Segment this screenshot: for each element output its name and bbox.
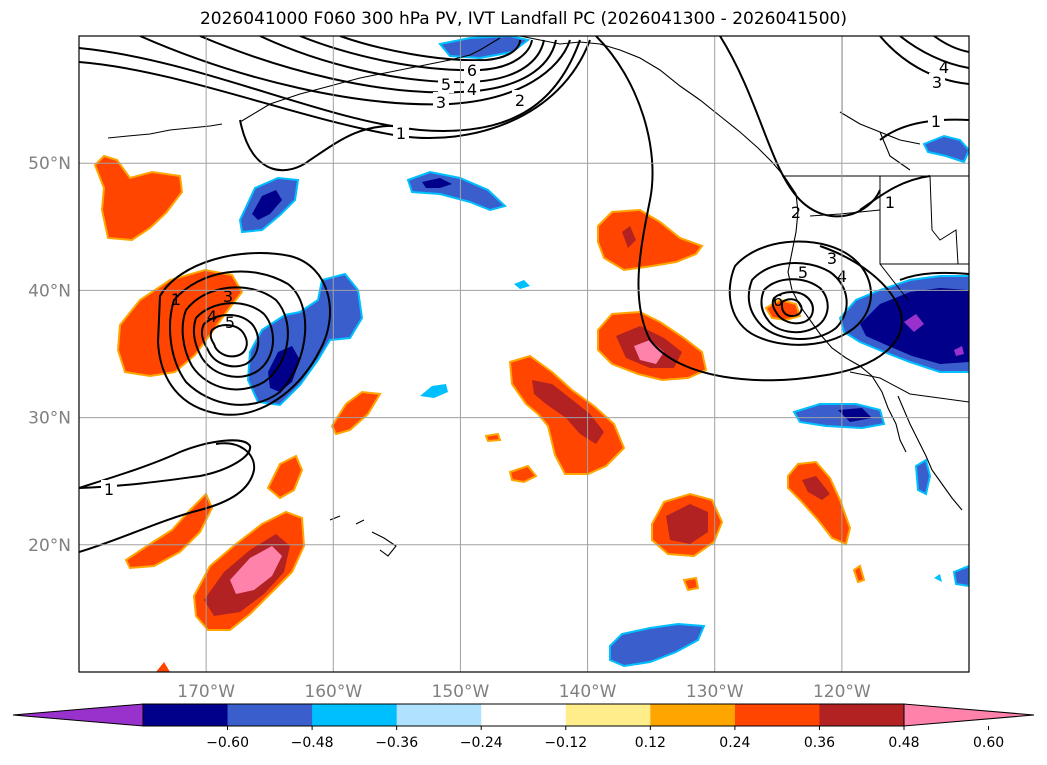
colorbar-segment [565,704,651,726]
colorbar-frame [142,703,905,727]
colorbar-tick-label: −0.36 [375,735,418,751]
positive-anomaly-core [802,476,830,500]
positive-anomaly-patch [852,564,866,584]
negative-anomaly-peak [904,314,924,332]
longitude-label: 170°W [177,682,235,702]
colorbar-tick-label: 0.24 [719,735,750,751]
latitude-label: 20°N [28,536,71,556]
positive-anomaly-core [666,504,708,544]
contour-label: 5 [441,75,451,94]
longitude-label: 130°W [686,682,744,702]
longitude-label: 140°W [559,682,617,702]
colorbar-tick-label: −0.12 [544,735,587,751]
longitude-label: 120°W [813,682,871,702]
longitude-labels: 170°W 160°W 150°W 140°W 130°W 120°W [177,682,871,702]
colorbar-extend-min [12,703,144,727]
positive-anomaly-patch [787,460,852,546]
positive-anomaly-patch [682,576,700,592]
map-frame [78,35,970,673]
negative-anomaly-patch [914,458,932,496]
contour-label: 1 [104,480,114,499]
colorbar-extend-max [903,703,1035,727]
positive-anomaly-core [532,380,604,444]
contour-label: 3 [436,93,446,112]
contour-label: 5 [798,263,808,282]
latitude-labels: 50°N 40°N 30°N 20°N [28,154,71,556]
positive-anomaly-patch [156,662,170,672]
contour-label: 3 [223,287,233,306]
negative-anomaly-core [422,178,452,188]
contour-label: 6 [773,291,783,310]
positive-anomaly-patch [93,154,184,242]
positive-anomaly-patch [330,390,382,436]
latitude-label: 50°N [28,154,71,174]
negative-anomaly-core [838,408,872,422]
negative-anomaly-core [252,190,282,220]
coastlines [107,36,963,557]
colorbar-segment [143,704,229,726]
negative-anomaly-core [268,346,300,392]
colorbar-tick-label: 0.48 [888,735,919,751]
positive-anomaly-patch [116,268,244,378]
longitude-label: 160°W [304,682,362,702]
negative-anomaly-patch [952,564,969,588]
negative-anomaly-patch [420,384,448,398]
colorbar-tick-label: 0.60 [973,735,1004,751]
contour-label: 4 [207,307,217,326]
colorbar-tick-label: −0.48 [291,735,334,751]
negative-anomaly-patch [792,403,886,430]
positive-anomaly-patch [484,432,502,443]
colorbar-tick-label: −0.24 [460,735,503,751]
positive-anomaly-patch [266,454,304,500]
contour-label: 1 [171,290,181,309]
map-title: 2026041000 F060 300 hPa PV, IVT Landfall… [199,9,847,29]
colorbar-tick-label: −0.60 [206,735,249,751]
pv-contour-labels: 1 2 3 4 5 6 1 1 3 4 5 2 3 4 5 6 1 1 3 4 [101,58,949,499]
positive-anomaly-patch [597,208,704,272]
colorbar-segment [734,704,820,726]
positive-anomaly-peak [634,340,664,364]
positive-anomaly-peak [230,546,282,594]
contour-label: 4 [467,80,477,99]
negative-anomaly-patch [922,134,969,164]
colorbar-tick-label: 0.36 [804,735,835,751]
latitude-label: 30°N [28,409,71,429]
colorbar-segment [819,704,905,726]
contour-label: 3 [827,249,837,268]
colorbar-segment [227,704,313,726]
negative-anomaly-patch [406,170,507,212]
negative-anomaly-patch [934,574,942,582]
longitude-label: 150°W [432,682,490,702]
contour-label: 1 [931,112,941,131]
contour-label: 6 [467,61,477,80]
contour-label: 4 [939,58,949,77]
latitude-label: 40°N [28,281,71,301]
contour-label: 5 [225,313,235,332]
contour-label: 3 [932,73,942,92]
colorbar-segment [650,704,736,726]
negative-anomaly-peak [954,346,964,356]
contour-label: 1 [885,193,895,212]
ivt-pc-shading [93,36,969,672]
negative-anomaly-patch [609,622,706,668]
graticule [79,36,969,672]
colorbar-segment [481,704,567,726]
colorbar-tick-label: 0.12 [635,735,666,751]
colorbar-segment [312,704,398,726]
colorbar: −0.60 −0.48 −0.36 −0.24 −0.12 0.12 0.24 0.36 0.4… [12,703,1035,751]
positive-anomaly-patch [508,464,538,484]
contour-label: 1 [396,124,406,143]
positive-anomaly-core [622,226,636,248]
colorbar-segment [396,704,482,726]
negative-anomaly-patch [514,280,530,289]
contour-label: 2 [515,91,525,110]
contour-label: 2 [791,203,801,222]
